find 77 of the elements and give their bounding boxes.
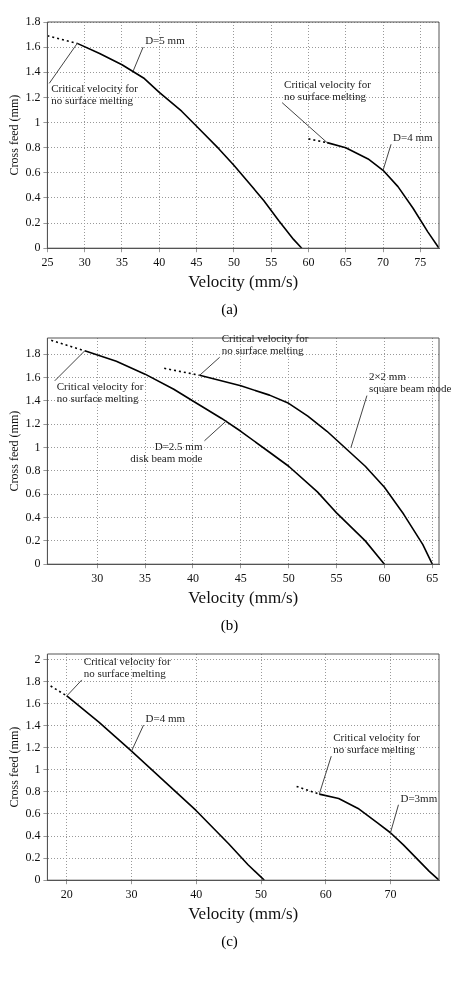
- y-tick-label: 0: [34, 240, 41, 255]
- y-tick-label: 1.4: [25, 717, 41, 732]
- y-tick-label: 0.4: [25, 828, 41, 843]
- annotation: Critical velocity for no surface melting: [284, 77, 372, 102]
- y-tick-label: 1.8: [25, 346, 41, 361]
- x-tick-label: 60: [302, 254, 315, 269]
- y-tick-label: 0.8: [25, 784, 41, 799]
- y-tick-label: 1.2: [25, 416, 41, 431]
- x-tick-label: 75: [414, 254, 427, 269]
- y-axis-title: Cross feed (mm): [7, 726, 22, 808]
- annotation: Critical velocity for no surface melting: [51, 82, 139, 107]
- y-tick-label: 0: [34, 872, 41, 887]
- y-tick-label: 0.6: [25, 806, 41, 821]
- y-tick-label: 0.8: [25, 139, 41, 154]
- annotation: Critical velocity for no surface melting: [221, 332, 309, 357]
- y-tick-label: 1.4: [25, 64, 41, 79]
- y-tick-label: 1: [34, 439, 41, 454]
- x-tick-label: 70: [377, 254, 390, 269]
- x-tick-label: 45: [234, 570, 247, 585]
- text: (c): [220, 933, 239, 950]
- y-tick-label: 0.8: [25, 463, 41, 478]
- annotation: Critical velocity for no surface melting: [333, 731, 421, 756]
- y-axis-title: Cross feed (mm): [7, 410, 22, 492]
- x-tick-label: 40: [186, 570, 199, 585]
- y-tick-label: 0.2: [25, 533, 41, 548]
- x-tick-label: 35: [115, 254, 128, 269]
- annotation: D=5 mm: [145, 33, 186, 46]
- y-tick-label: 0.4: [25, 509, 41, 524]
- x-axis-title: Velocity (mm/s): [188, 272, 299, 292]
- text: (a): [220, 301, 239, 318]
- x-tick-label: 40: [153, 254, 166, 269]
- x-tick-label: 65: [426, 570, 439, 585]
- y-tick-label: 0.6: [25, 486, 41, 501]
- annotation: D=2.5 mm disk beam mode: [130, 439, 203, 464]
- x-tick-label: 60: [319, 886, 332, 901]
- y-tick-label: 1.4: [25, 393, 41, 408]
- x-axis-title: Velocity (mm/s): [188, 904, 299, 924]
- y-tick-label: 1: [34, 762, 41, 777]
- x-tick-label: 60: [378, 570, 391, 585]
- x-tick-label: 50: [227, 254, 240, 269]
- y-tick-label: 2: [34, 651, 41, 666]
- annotation: D=4 mm: [145, 711, 186, 724]
- y-tick-label: 1.6: [25, 369, 41, 384]
- y-tick-label: 1.8: [25, 673, 41, 688]
- x-tick-label: 40: [190, 886, 203, 901]
- x-tick-label: 50: [282, 570, 295, 585]
- y-tick-label: 1.6: [25, 695, 41, 710]
- x-tick-label: 55: [265, 254, 278, 269]
- y-tick-label: 0.2: [25, 215, 41, 230]
- y-tick-label: 1.8: [25, 14, 41, 29]
- annotation: D=4 mm: [393, 131, 434, 144]
- annotation: Critical velocity for no surface melting: [56, 379, 144, 404]
- annotation: 2×2 mm square beam mode: [368, 370, 452, 395]
- annotation: Critical velocity for no surface melting: [83, 654, 171, 679]
- x-tick-label: 20: [60, 886, 73, 901]
- x-tick-label: 70: [384, 886, 397, 901]
- x-tick-label: 30: [78, 254, 91, 269]
- x-tick-label: 65: [339, 254, 352, 269]
- x-tick-label: 25: [41, 254, 54, 269]
- x-tick-label: 35: [139, 570, 152, 585]
- y-tick-label: 1: [34, 114, 41, 129]
- y-axis-title: Cross feed (mm): [7, 94, 22, 176]
- y-tick-label: 0: [34, 556, 41, 571]
- x-tick-label: 50: [255, 886, 267, 901]
- y-tick-label: 1.6: [25, 39, 41, 54]
- y-tick-label: 1.2: [25, 89, 41, 104]
- x-tick-label: 30: [125, 886, 138, 901]
- y-tick-label: 0.6: [25, 164, 41, 179]
- x-tick-label: 30: [91, 570, 104, 585]
- y-tick-label: 1.2: [25, 739, 41, 754]
- x-tick-label: 45: [190, 254, 203, 269]
- y-tick-label: 0.4: [25, 190, 41, 205]
- y-tick-label: 0.2: [25, 850, 41, 865]
- text: (b): [219, 617, 240, 634]
- annotation: D=3mm: [400, 791, 438, 804]
- x-axis-title: Velocity (mm/s): [188, 588, 299, 608]
- x-tick-label: 55: [330, 570, 343, 585]
